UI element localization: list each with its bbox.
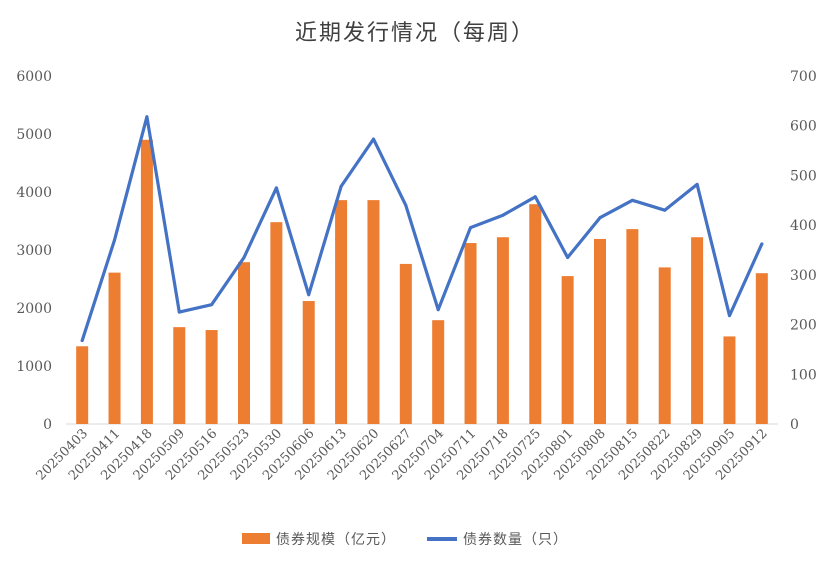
bar-20250516 [205, 330, 218, 424]
bar-20250403 [76, 346, 89, 424]
bar-20250829 [691, 237, 704, 424]
line-path [80, 115, 764, 343]
bar-20250530 [270, 222, 283, 424]
line-point-20250627 [404, 203, 408, 207]
legend-swatch-bar [242, 533, 270, 544]
line-point-20250411 [113, 238, 117, 242]
y-right-tick-0: 0 [790, 417, 799, 433]
line-point-20250801 [566, 255, 570, 259]
line-point-20250711 [469, 226, 473, 230]
bar-20250808 [594, 238, 606, 424]
bar-20250711 [464, 243, 477, 424]
y-right-tick-6: 600 [790, 119, 817, 135]
line-series [80, 115, 764, 343]
bar-20250905 [723, 336, 736, 424]
line-point-20250418 [145, 115, 149, 119]
bar-20250523 [238, 262, 250, 424]
y-left-tick-2: 2000 [16, 301, 52, 317]
y-right-tick-7: 700 [790, 69, 817, 85]
bar-20250627 [399, 263, 412, 424]
bar-20250418 [140, 139, 153, 425]
line-point-20250523 [242, 255, 246, 259]
bar-20250509 [173, 327, 186, 424]
line-point-20250704 [436, 308, 440, 312]
line-point-20250912 [760, 242, 764, 246]
line-point-20250822 [663, 208, 667, 212]
bar-20250725 [529, 204, 542, 424]
bar-20250704 [432, 320, 445, 424]
bar-20250912 [755, 273, 768, 424]
y-right-tick-1: 100 [790, 367, 817, 383]
y-left-tick-0: 0 [43, 417, 52, 433]
bar-series [76, 139, 768, 425]
bar-20250815 [626, 229, 639, 424]
y-right-tick-3: 300 [790, 268, 817, 284]
y-left-tick-5: 5000 [16, 127, 52, 143]
y-left-tick-1: 1000 [16, 359, 52, 375]
line-point-20250403 [80, 338, 84, 342]
line-point-20250620 [371, 137, 375, 141]
line-point-20250829 [695, 182, 699, 186]
bar-20250606 [302, 301, 315, 424]
y-right-tick-4: 400 [790, 218, 817, 234]
right-axis: 0 100 200 300 400 500 600 700 [790, 69, 817, 433]
line-point-20250530 [274, 186, 278, 190]
y-right-tick-5: 500 [790, 168, 817, 184]
y-left-tick-4: 4000 [16, 185, 52, 201]
line-point-20250606 [307, 293, 311, 297]
y-left-tick-6: 6000 [16, 69, 52, 85]
x-axis-ticks: 2025040320250411202504182025050920250516… [34, 426, 771, 483]
bar-20250718 [496, 237, 509, 424]
y-left-tick-3: 3000 [16, 243, 52, 259]
line-point-20250718 [501, 213, 505, 217]
bar-20250411 [108, 272, 121, 424]
line-point-20250516 [210, 303, 214, 307]
bar-20250822 [658, 267, 671, 424]
bar-20250620 [367, 200, 380, 424]
y-right-tick-2: 200 [790, 318, 817, 334]
line-point-20250509 [177, 310, 181, 314]
line-point-20250905 [727, 314, 731, 318]
bar-20250613 [335, 200, 348, 424]
chart-title: 近期发行情况（每周） [295, 21, 535, 46]
line-point-20250808 [598, 216, 602, 220]
legend-label-line: 债券数量（只） [463, 532, 568, 548]
legend: 债券规模（亿元） 债券数量（只） [242, 532, 568, 548]
bar-20250801 [561, 276, 574, 424]
line-point-20250725 [533, 195, 537, 199]
left-axis: 0 1000 2000 3000 4000 5000 6000 [16, 69, 52, 433]
line-point-20250613 [339, 184, 343, 188]
line-point-20250815 [630, 198, 634, 202]
legend-label-bar: 债券规模（亿元） [276, 532, 396, 548]
